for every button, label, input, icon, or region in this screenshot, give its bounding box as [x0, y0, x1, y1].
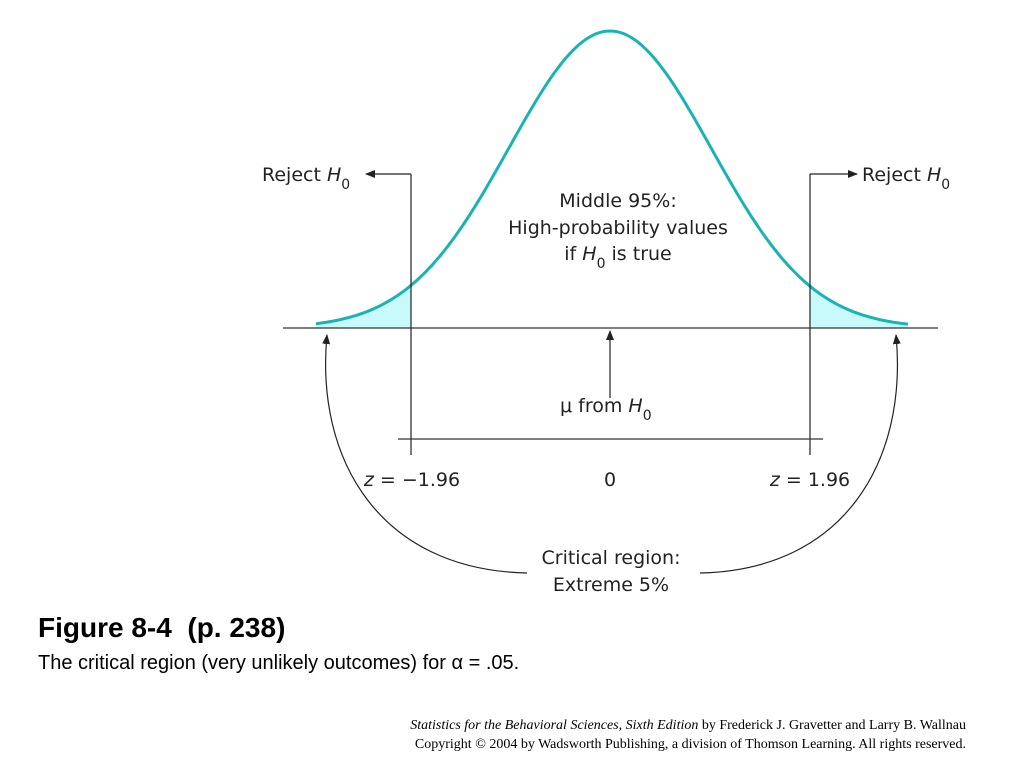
z-right-label: z = 1.96 [769, 469, 850, 491]
critical-left-arc [322, 334, 528, 574]
book-title: Statistics for the Behavioral Sciences, … [410, 718, 699, 733]
z-left-label: z = −1.96 [363, 469, 460, 491]
right-critical-tail [810, 286, 908, 328]
mu-label: μ from H0 [560, 395, 652, 424]
reject-left-label: Reject H0 [262, 164, 350, 193]
middle-region-line1: Middle 95%: [559, 190, 676, 212]
figure-title: Figure 8-4 (p. 238) [38, 612, 286, 643]
alpha-symbol: α [451, 652, 464, 674]
middle-region-line3: if H0 is true [564, 243, 671, 272]
normal-curve [315, 29, 909, 326]
critical-region-line1: Critical region: [542, 547, 681, 569]
reject-right-label: Reject H0 [862, 164, 950, 193]
middle-region-line2: High-probability values [508, 217, 728, 239]
zero-label: 0 [604, 469, 616, 491]
critical-region-line2: Extreme 5% [553, 574, 669, 596]
source-credit: Statistics for the Behavioral Sciences, … [410, 716, 966, 754]
book-authors: by Frederick J. Gravetter and Larry B. W… [698, 718, 966, 733]
left-critical-tail [316, 285, 411, 328]
figure-subtitle: The critical region (very unlikely outco… [38, 652, 520, 674]
copyright-line: Copyright © 2004 by Wadsworth Publishing… [414, 737, 966, 752]
critical-right-arc [699, 334, 901, 574]
